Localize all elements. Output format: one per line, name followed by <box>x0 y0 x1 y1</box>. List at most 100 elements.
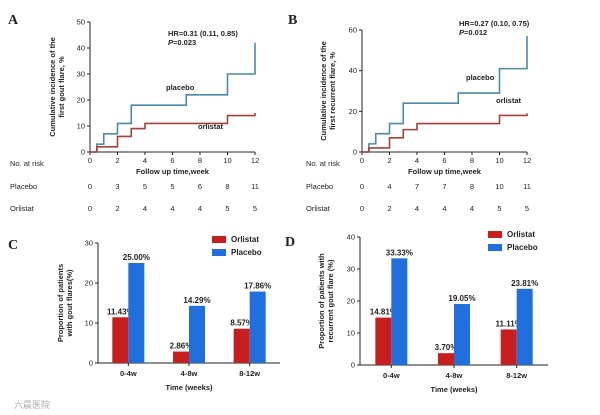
y-tick-label: 40 <box>347 233 355 242</box>
x-tick-label: 0-4w <box>383 371 400 380</box>
p-value-annotation: P=0.023 <box>168 38 196 47</box>
x-tick-label: 10 <box>223 156 231 165</box>
y-axis-label-line: Cumulative incidence of the <box>48 37 57 137</box>
x-tick-label: 8-12w <box>506 371 527 380</box>
risk-value: 8 <box>470 182 474 191</box>
risk-row-label: Orlistat <box>10 204 35 213</box>
y-axis-label: Cumulative incidence of thefirst gout fl… <box>48 37 66 137</box>
risk-value: 11 <box>523 182 531 191</box>
x-axis-label: Follow up time,week <box>408 167 482 176</box>
risk-value: 4 <box>442 204 446 213</box>
y-axis-label-line: Cumulative incidence of the <box>319 41 328 141</box>
x-tick-label: 12 <box>523 156 531 165</box>
risk-table-title: No. at risk <box>10 159 44 168</box>
x-tick-label: 6 <box>442 156 446 165</box>
p-value: =0.023 <box>173 38 196 47</box>
risk-value: 5 <box>497 204 501 213</box>
x-axis-label: Follow up time,week <box>136 167 210 176</box>
risk-value: 7 <box>442 182 446 191</box>
y-tick-label: 60 <box>349 26 357 35</box>
risk-value: 5 <box>525 204 529 213</box>
bar-data-label: 14.29% <box>183 296 210 305</box>
legend-entry-placebo: Placebo <box>507 243 538 252</box>
y-tick-label: 50 <box>77 18 85 27</box>
risk-value: 4 <box>143 204 147 213</box>
y-tick-label: 30 <box>77 70 85 79</box>
risk-value: 4 <box>170 204 174 213</box>
x-tick-label: 4-8w <box>446 371 463 380</box>
y-tick-label: 0 <box>351 361 355 370</box>
x-axis-label: Time (weeks) <box>431 385 478 394</box>
bar-data-label: 2.86% <box>170 342 193 351</box>
x-axis-label: Time (weeks) <box>166 383 213 392</box>
x-tick-label: 4 <box>143 156 147 165</box>
bar-data-label: 25.00% <box>123 253 150 262</box>
watermark-text: 六晨医院 <box>14 399 50 410</box>
series-label-placebo: placebo <box>466 73 495 82</box>
risk-row-label: Placebo <box>10 182 37 191</box>
series-label-orlistat: orlistat <box>198 122 224 131</box>
legend-swatch-placebo <box>488 244 502 251</box>
x-tick-label: 2 <box>387 156 391 165</box>
panel-label: D <box>285 235 295 250</box>
risk-value: 7 <box>415 182 419 191</box>
y-axis-label: Proportion of patientswith gout flares(%… <box>56 264 74 342</box>
bar-placebo <box>516 288 533 365</box>
bar-data-label: 19.05% <box>448 294 475 303</box>
y-axis-label-line: Proportion of patients <box>56 264 65 342</box>
x-tick-label: 10 <box>495 156 503 165</box>
risk-value: 6 <box>198 182 202 191</box>
bar-data-label: 14.81% <box>370 308 397 317</box>
bar-data-label: 33.33% <box>386 248 413 257</box>
p-value: =0.012 <box>464 28 487 37</box>
x-tick-label: 0 <box>360 156 364 165</box>
series-label-placebo: placebo <box>166 83 195 92</box>
risk-value: 2 <box>387 204 391 213</box>
y-tick-label: 30 <box>347 265 355 274</box>
risk-value: 4 <box>387 182 391 191</box>
risk-value: 0 <box>88 204 92 213</box>
y-axis-label: Cumulative incidence of thefirst recurre… <box>319 41 337 141</box>
risk-value: 2 <box>115 204 119 213</box>
y-tick-label: 40 <box>77 44 85 53</box>
panel-label: A <box>8 13 19 28</box>
y-tick-label: 0 <box>353 148 357 157</box>
y-tick-label: 20 <box>85 279 93 288</box>
p-label: P <box>168 38 174 47</box>
x-tick-label: 4-8w <box>181 369 198 378</box>
y-tick-label: 40 <box>349 66 357 75</box>
y-tick-label: 10 <box>347 329 355 338</box>
risk-value: 3 <box>115 182 119 191</box>
risk-value: 4 <box>470 204 474 213</box>
risk-value: 0 <box>360 204 364 213</box>
bar-data-label: 17.86% <box>244 282 271 291</box>
panel-d-bar-recurrent-flare: D 0 10 20 30 40 Proportion of patients withrec… <box>285 230 548 394</box>
risk-value: 5 <box>143 182 147 191</box>
risk-row-label: Placebo <box>306 182 333 191</box>
bar-placebo <box>189 305 205 363</box>
y-axis-label-line: first recurrent flare, % <box>328 52 337 130</box>
bar-orlistat <box>375 317 392 365</box>
bar-orlistat <box>500 329 517 365</box>
y-axis-label: Proportion of patients withrecurrent gou… <box>317 253 335 349</box>
hr-annotation: HR=0.27 (0.10, 0.75) <box>459 19 530 28</box>
bar-data-label: 11.43% <box>107 307 134 316</box>
risk-table-title: No. at risk <box>306 159 340 168</box>
p-value-annotation: P=0.012 <box>459 28 487 37</box>
bar-placebo <box>249 291 266 363</box>
risk-row-label: Orlistat <box>306 204 331 213</box>
panel-label: C <box>8 238 18 253</box>
legend-swatch-orlistat <box>212 236 226 243</box>
x-tick-label: 0 <box>88 156 92 165</box>
legend-swatch-orlistat <box>488 231 502 238</box>
y-tick-label: 30 <box>85 239 93 248</box>
y-tick-label: 20 <box>347 297 355 306</box>
bar-orlistat <box>112 317 129 363</box>
y-axis-label-line: with gout flares(%) <box>65 269 74 338</box>
x-tick-label: 2 <box>115 156 119 165</box>
bar-data-label: 3.70% <box>435 343 458 352</box>
series-line-placebo <box>362 36 528 153</box>
